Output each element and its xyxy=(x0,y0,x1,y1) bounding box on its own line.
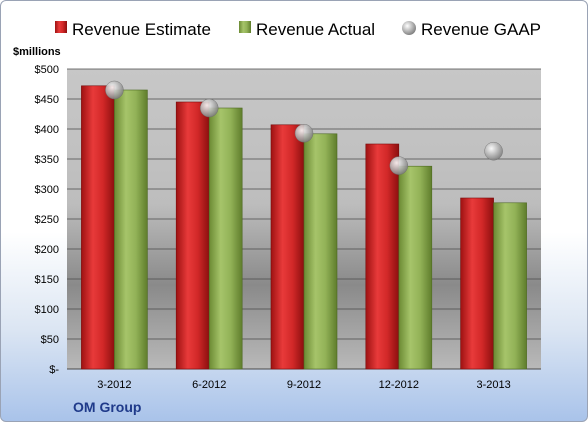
marker-revenue-gaap xyxy=(105,80,124,100)
y-tick-label: $- xyxy=(49,364,59,376)
y-tick-label: $350 xyxy=(35,154,59,166)
legend-label-gaap: Revenue GAAP xyxy=(421,20,541,39)
y-tick-label: $500 xyxy=(35,64,59,76)
x-axis-ticks: 3-2012 6-2012 9-2012 12-2012 3-2013 xyxy=(97,379,510,391)
y-tick-label: $300 xyxy=(35,184,59,196)
legend-item-gaap: Revenue GAAP xyxy=(402,20,541,39)
x-tick-label: 3-2013 xyxy=(476,379,510,391)
bar-revenue-estimate xyxy=(81,85,115,370)
marker-revenue-gaap xyxy=(294,123,314,143)
x-tick-label: 9-2012 xyxy=(287,379,321,391)
x-tick-label: 12-2012 xyxy=(379,379,419,391)
y-tick-label: $450 xyxy=(35,94,59,106)
company-label: OM Group xyxy=(73,399,141,415)
bar-revenue-estimate xyxy=(460,197,494,370)
y-axis-ticks: $- $50 $100 $150 $200 $250 $300 $350 $400 $450 $50… xyxy=(35,64,60,376)
y-tick-label: $50 xyxy=(41,334,59,346)
x-tick-label: 3-2012 xyxy=(97,379,131,391)
legend-marker-gaap xyxy=(402,21,416,35)
y-tick-label: $250 xyxy=(35,214,59,226)
bar-revenue-actual xyxy=(303,133,338,370)
bar-revenue-estimate xyxy=(175,101,210,370)
legend: Revenue Estimate Revenue Actual Revenue … xyxy=(55,20,541,39)
bar-revenue-actual xyxy=(114,89,148,370)
bars xyxy=(81,85,527,370)
bar-revenue-actual xyxy=(493,202,527,370)
bar-revenue-estimate xyxy=(365,143,400,370)
bar-revenue-actual xyxy=(208,107,243,370)
y-tick-label: $100 xyxy=(35,304,59,316)
legend-item-estimate: Revenue Estimate xyxy=(55,20,211,39)
legend-item-actual: Revenue Actual xyxy=(239,20,375,39)
x-tick-label: 6-2012 xyxy=(192,379,226,391)
legend-swatch-actual xyxy=(239,21,251,33)
bar-revenue-actual xyxy=(398,165,433,370)
marker-revenue-gaap xyxy=(199,98,219,118)
legend-label-actual: Revenue Actual xyxy=(256,20,375,39)
y-tick-label: $200 xyxy=(35,244,59,256)
marker-revenue-gaap xyxy=(484,141,503,161)
legend-swatch-estimate xyxy=(55,21,67,33)
bar-revenue-estimate xyxy=(270,124,305,370)
y-axis-unit-label: $millions xyxy=(13,46,61,58)
y-tick-label: $400 xyxy=(35,124,59,136)
marker-revenue-gaap xyxy=(389,156,409,175)
gaap-markers xyxy=(105,80,503,175)
y-tick-label: $150 xyxy=(35,274,59,286)
legend-label-estimate: Revenue Estimate xyxy=(72,20,211,39)
